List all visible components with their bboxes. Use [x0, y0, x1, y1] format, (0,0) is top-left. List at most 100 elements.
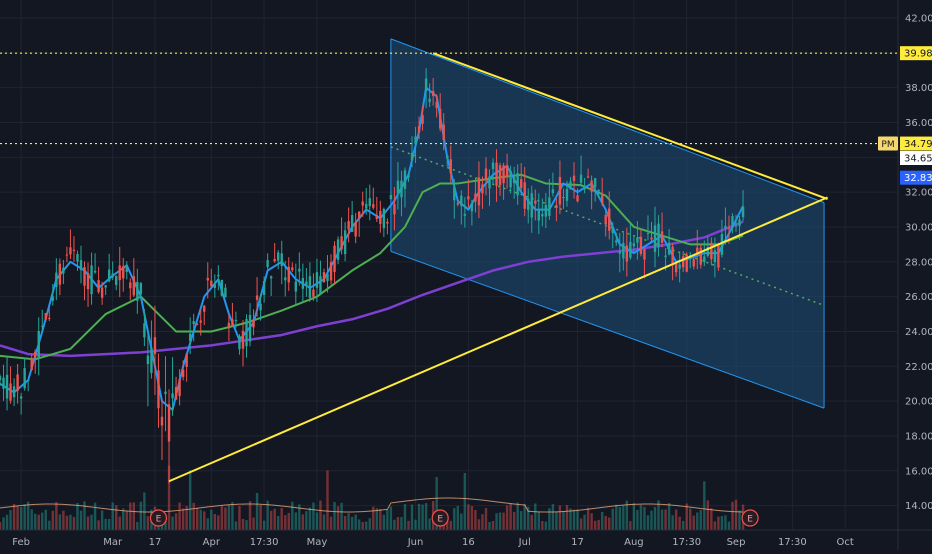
volume-bar	[706, 500, 710, 530]
volume-bar	[421, 504, 424, 530]
volume-bar	[9, 510, 12, 530]
channel-mid-line	[390, 146, 825, 307]
time-tick-label: Jun	[407, 537, 424, 548]
volume-bar	[593, 520, 597, 530]
volume-bar	[611, 508, 614, 530]
price-axis[interactable]: 42.0040.0038.0036.0034.0032.0030.0028.00…	[905, 14, 932, 513]
volume-bar	[213, 514, 217, 530]
candle-body	[738, 219, 741, 226]
volume-bar	[396, 517, 400, 530]
earnings-marker-label: E	[747, 515, 753, 525]
volume-bar	[365, 521, 368, 530]
candle-body	[227, 322, 231, 329]
candle-body	[720, 234, 724, 255]
candle-body	[713, 250, 717, 263]
volume-bar	[312, 502, 315, 530]
volume-bar	[136, 521, 139, 530]
volume-bar	[403, 504, 407, 530]
candle-body	[277, 252, 280, 261]
volume-bar	[76, 503, 79, 530]
volume-bar	[305, 511, 308, 530]
price-tick-label: 16.00	[905, 466, 932, 477]
candle-body	[470, 203, 474, 212]
candle-body	[262, 281, 266, 296]
volume-bar	[671, 515, 674, 530]
candle-body	[41, 325, 44, 327]
volume-bar	[498, 512, 502, 530]
candle-body	[600, 195, 604, 204]
candle-body	[167, 404, 171, 442]
candle-body	[122, 266, 125, 279]
candle-body	[646, 233, 650, 235]
volume-bar	[727, 521, 731, 530]
candle-body	[255, 295, 259, 300]
candle-body	[558, 176, 562, 205]
candle-body	[724, 225, 727, 229]
candle-body	[481, 184, 484, 194]
volume-bar	[284, 515, 287, 530]
volume-bar	[495, 513, 498, 530]
price-tick-label: 22.00	[905, 362, 932, 373]
volume-bar	[2, 517, 5, 530]
candle-body	[298, 268, 301, 272]
volume-bar	[477, 519, 481, 530]
volume-bar	[350, 516, 354, 530]
channel-fill	[390, 38, 825, 409]
volume-bar	[622, 505, 625, 530]
volume-bar	[646, 515, 650, 530]
candle-body	[477, 177, 481, 206]
candle-body	[731, 216, 734, 228]
volume-bar	[107, 518, 111, 530]
volume-bar	[167, 465, 171, 530]
volume-bar	[678, 516, 681, 530]
volume-bar	[115, 505, 118, 530]
earnings-marker	[149, 509, 168, 527]
candle-body	[354, 221, 357, 237]
candle-body	[86, 273, 90, 290]
volume-bar	[586, 507, 590, 530]
candle-body	[160, 416, 164, 426]
candle-body	[139, 283, 143, 295]
candle-body	[428, 98, 431, 102]
candle-body	[76, 254, 79, 262]
price-tick-label: 26.00	[905, 292, 932, 303]
volume-bar	[93, 502, 97, 530]
candle-body	[618, 251, 621, 254]
candle-body	[150, 347, 153, 374]
ma-slow-line	[0, 220, 744, 358]
volume-bar	[217, 515, 220, 530]
volume-bar	[414, 519, 417, 530]
volume-bar	[516, 502, 519, 530]
candle-body	[62, 267, 65, 274]
volume-bar	[636, 509, 639, 530]
candle-body	[181, 369, 185, 377]
volume-bar	[252, 517, 255, 530]
candle-body	[111, 273, 114, 278]
volume-bar	[26, 501, 30, 530]
trendlines[interactable]	[168, 52, 828, 483]
candle-body	[590, 180, 593, 192]
volume-bar	[62, 510, 65, 530]
time-tick-label: Apr	[203, 537, 221, 548]
earnings-marker-label: E	[156, 515, 162, 525]
candle-body	[203, 305, 206, 312]
volume-bar	[227, 504, 231, 530]
volume-bar	[287, 512, 290, 530]
volume-bar	[541, 521, 544, 530]
candle-body	[657, 223, 660, 248]
candle-body	[586, 176, 590, 178]
candle-body	[30, 358, 33, 371]
time-tick-label: 17	[149, 537, 162, 548]
candle-body	[333, 245, 336, 272]
volume-bar	[650, 510, 653, 530]
candle-body	[9, 383, 12, 401]
volume-bar	[379, 508, 382, 530]
candle-body	[625, 245, 629, 262]
candle-body	[192, 321, 195, 325]
candle-body	[667, 242, 671, 255]
candle-body	[23, 368, 26, 389]
